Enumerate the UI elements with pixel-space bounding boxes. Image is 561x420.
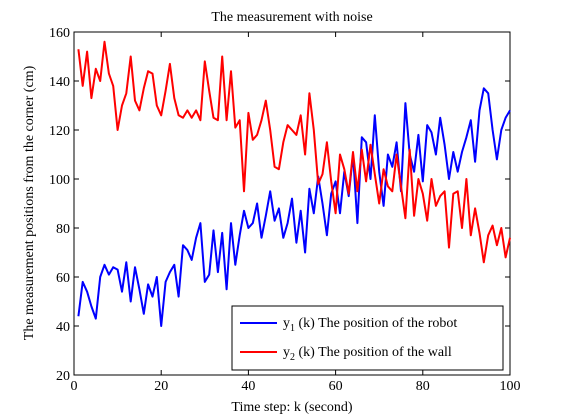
legend-rest-robot: (k) The position of the robot [295,316,457,331]
y-tick-label: 80 [56,222,70,237]
x-tick-label: 100 [500,379,521,394]
x-tick-label: 80 [416,379,430,394]
legend-label-wall: y2 (k) The position of the wall [283,345,452,363]
x-tick-label: 20 [154,379,168,394]
y-axis-label: The measurement positions from the corne… [22,65,37,340]
y-tick-label: 20 [56,369,70,384]
y-tick-label: 40 [56,320,70,335]
legend-sub-robot: 1 [290,323,295,334]
x-tick-label: 0 [71,379,78,394]
x-axis-ticks: 0 20 40 60 80 100 [71,32,521,394]
legend-rest-wall: (k) The position of the wall [295,345,452,360]
series-line-wall [77,40,511,264]
x-axis-label: Time step: k (second) [231,400,353,415]
series-line-robot [77,87,511,327]
x-tick-label: 40 [241,379,255,394]
legend-box [231,305,504,371]
legend-base-wall: y [283,345,290,360]
y-tick-label: 100 [49,173,70,188]
y-axis-ticks: 20 40 60 80 100 120 140 160 [49,26,510,384]
series-layer [77,40,511,327]
legend-label-robot: y1 (k) The position of the robot [283,316,457,334]
legend-sub-wall: 2 [290,352,295,363]
chart-title: The measurement with noise [211,10,372,25]
x-tick-label: 60 [329,379,343,394]
y-tick-label: 120 [49,124,70,139]
legend-base-robot: y [283,316,290,331]
y-tick-label: 140 [49,75,70,90]
legend: y1 (k) The position of the robot y2 (k) … [231,305,504,371]
y-tick-label: 60 [56,271,70,286]
y-tick-label: 160 [49,26,70,41]
